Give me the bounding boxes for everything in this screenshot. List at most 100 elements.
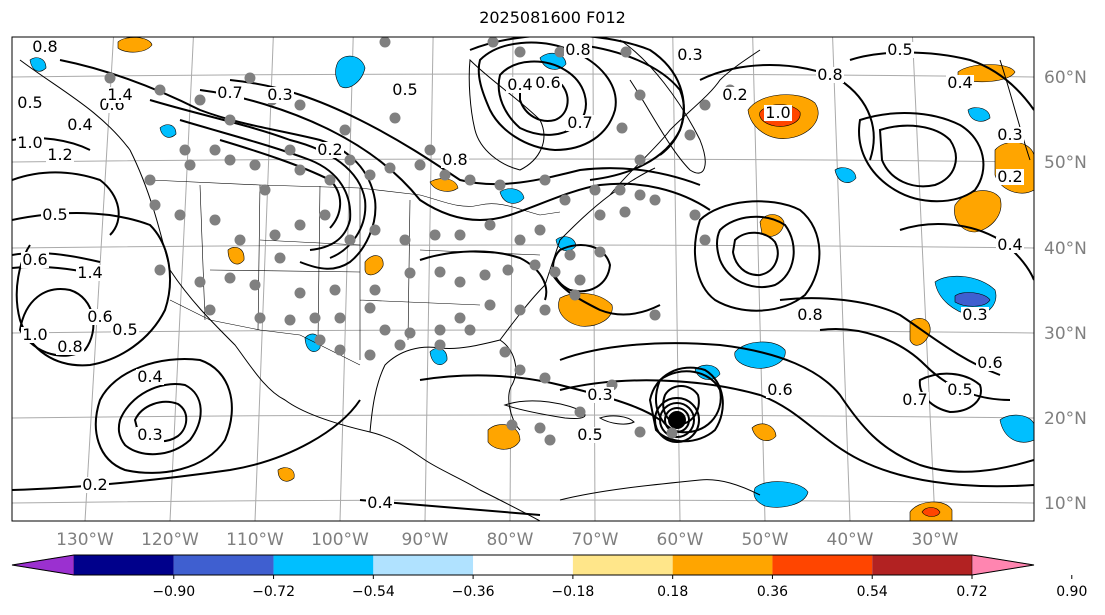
longitude-gridline xyxy=(912,37,936,521)
station-dot xyxy=(506,419,518,431)
latitude-tick-label: 20°N xyxy=(1044,409,1087,429)
station-dot xyxy=(184,159,196,171)
contour-label: 0.8 xyxy=(817,65,842,84)
station-dot xyxy=(429,229,441,241)
colorbar-extend-min xyxy=(11,554,75,576)
contour-label: 0.3 xyxy=(997,125,1022,144)
contour-line xyxy=(12,399,361,491)
contour-line xyxy=(899,223,1034,281)
station-dot xyxy=(174,209,186,221)
station-dot xyxy=(404,327,416,339)
station-dot xyxy=(204,304,216,316)
contour-line xyxy=(12,212,171,367)
positive-anomaly-area xyxy=(909,318,931,346)
contour-line xyxy=(549,269,661,316)
contour-label-bg xyxy=(976,355,1004,371)
contour-label-bg xyxy=(796,307,824,323)
station-dot xyxy=(394,339,406,351)
latitude-tick-label: 50°N xyxy=(1044,153,1087,173)
station-dot xyxy=(284,314,296,326)
contour-line xyxy=(849,51,1034,111)
contour-label: 0.3 xyxy=(587,385,612,404)
station-dot xyxy=(244,72,256,84)
contour-label-bg xyxy=(534,75,562,91)
longitude-gridline xyxy=(424,37,434,521)
contour-label: 0.8 xyxy=(442,150,467,169)
station-dot xyxy=(254,312,266,324)
contour-label: 0.2 xyxy=(997,167,1022,186)
positive-anomaly-area xyxy=(364,255,384,276)
longitude-gridline xyxy=(339,37,354,521)
negative-anomaly-area xyxy=(734,341,786,369)
station-dot xyxy=(439,169,451,181)
contour-label: 1.0 xyxy=(17,133,42,152)
contour-label: 0.5 xyxy=(577,425,602,444)
contour-line xyxy=(662,385,700,426)
station-dot xyxy=(404,267,416,279)
contour-label-bg xyxy=(46,147,74,163)
station-dot xyxy=(464,174,476,186)
station-dot xyxy=(274,252,286,264)
colorbar-tick-label: 0.36 xyxy=(757,584,788,600)
contour-label-bg xyxy=(996,169,1024,185)
contour-label-bg xyxy=(961,307,989,323)
station-dot xyxy=(534,224,546,236)
station-dot xyxy=(249,279,261,291)
latitude-tick-label: 60°N xyxy=(1044,68,1087,88)
contour-label: 1.2 xyxy=(47,145,72,164)
longitude-tick-label: 100°W xyxy=(311,530,369,550)
contour-line xyxy=(878,124,957,188)
contour-line xyxy=(655,370,722,434)
contour-label: 0.4 xyxy=(947,73,972,92)
station-dot xyxy=(594,246,606,258)
station-dot xyxy=(514,46,526,58)
station-dot xyxy=(384,162,396,174)
contour-label-bg xyxy=(391,82,419,98)
station-dot xyxy=(154,84,166,96)
longitude-tick-label: 50°W xyxy=(742,530,789,550)
station-dot xyxy=(559,194,571,206)
contour-label-bg xyxy=(946,382,974,398)
south-america-north-coast xyxy=(559,479,761,501)
colorbar-segment xyxy=(772,555,873,575)
contour-label-bg xyxy=(81,477,109,493)
station-dot xyxy=(209,214,221,226)
contour-label-bg xyxy=(31,39,59,55)
contour-line xyxy=(559,342,1034,473)
station-dot xyxy=(269,229,281,241)
station-dot xyxy=(514,304,526,316)
colorbar-outline xyxy=(11,554,1035,576)
station-dot xyxy=(294,164,306,176)
latitude-gridline xyxy=(12,73,1034,78)
contour-line xyxy=(419,250,548,301)
north-america-west-coast xyxy=(19,59,541,521)
contour-line xyxy=(779,297,1001,376)
longitude-tick-label: 60°W xyxy=(657,530,704,550)
contour-label: 0.3 xyxy=(962,305,987,324)
station-dot xyxy=(634,154,646,166)
station-dot xyxy=(539,304,551,316)
contour-label-bg xyxy=(816,67,844,83)
longitude-tick-labels: 130°W 120°W 110°W 100°W 90°W 80°W 70°W 60°W 50°W… xyxy=(56,530,959,550)
contour-label: 0.3 xyxy=(267,85,292,104)
positive-anomaly-area xyxy=(429,178,459,192)
contour-label-bg xyxy=(764,105,792,121)
contour-label: 0.5 xyxy=(392,80,417,99)
negative-anomaly-core xyxy=(954,292,991,307)
cyclone-rings xyxy=(654,397,700,443)
contour-line xyxy=(477,41,617,152)
station-dot xyxy=(144,174,156,186)
colorbar-segment xyxy=(74,555,174,575)
contour-line xyxy=(858,112,985,203)
longitude-tick-label: 120°W xyxy=(141,530,199,550)
colorbar-tick-label: 0.72 xyxy=(956,584,987,600)
station-dot xyxy=(634,426,646,438)
station-dot xyxy=(424,144,436,156)
contour-label: 0.8 xyxy=(797,305,822,324)
station-dot xyxy=(574,406,586,418)
colorbar-segment xyxy=(572,555,673,575)
contour-label-bg xyxy=(996,237,1024,253)
station-dot xyxy=(499,346,511,358)
contour-label-bg xyxy=(441,152,469,168)
contour-line xyxy=(12,171,120,236)
